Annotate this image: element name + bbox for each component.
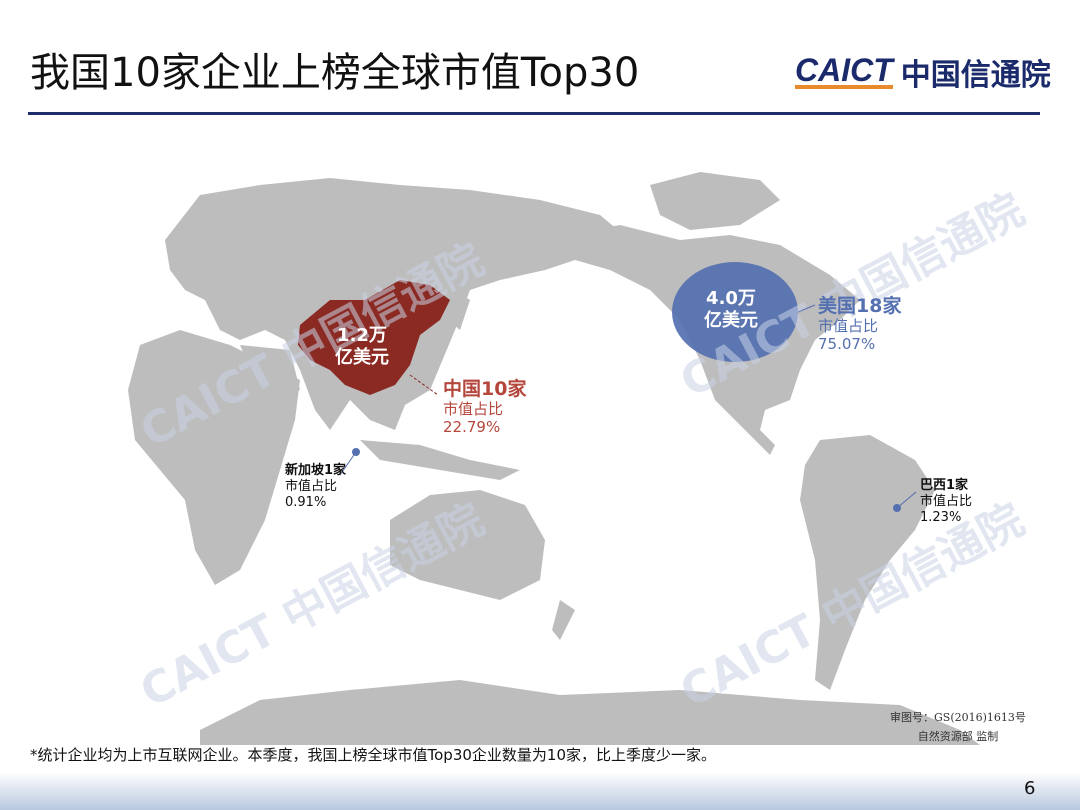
singapore-name: 新加坡1家 (285, 463, 347, 478)
china-region (298, 280, 450, 395)
china-bubble-label: 1.2万 亿美元 (335, 325, 389, 369)
south-america (800, 435, 935, 690)
africa (128, 330, 300, 585)
singapore-label: 新加坡1家 市值占比 0.91% (285, 463, 346, 511)
brazil-share-label: 市值占比 (920, 494, 973, 509)
footnote: *统计企业均为上市互联网企业。本季度，我国上榜全球市值Top30企业数量为10家… (30, 746, 716, 764)
new-zealand (552, 600, 575, 640)
china-unit: 亿美元 (335, 347, 389, 368)
singapore-share-label: 市值占比 (285, 479, 338, 494)
map-approval: 审图号：GS(2016)1613号 自然资源部 监制 (890, 708, 1026, 746)
usa-share-label: 市值占比 (818, 317, 879, 335)
japan (448, 290, 470, 330)
usa-bubble (672, 262, 798, 362)
footer-band (0, 772, 1080, 810)
caict-logo: CAICT 中国信通院 (795, 50, 1051, 94)
usa-name: 美国18家 (818, 295, 902, 317)
usa-value: 4.0万 (706, 288, 756, 309)
china-share: 22.79% (443, 418, 501, 436)
arabia-india (240, 345, 300, 400)
southeast-asia-islands (360, 440, 520, 480)
china-leader (409, 374, 439, 396)
brazil-share: 1.23% (920, 510, 962, 525)
brazil-name: 巴西1家 (920, 478, 969, 493)
singapore-share: 0.91% (285, 495, 327, 510)
antarctica (200, 680, 980, 745)
usa-share: 75.07% (818, 335, 876, 353)
brazil-leader (896, 491, 917, 509)
page-title: 我国10家企业上榜全球市值Top30 (30, 50, 640, 96)
usa-leader (797, 304, 816, 313)
logo-cn: 中国信通院 (900, 58, 1051, 93)
page-number: 6 (1024, 778, 1036, 799)
brazil-label: 巴西1家 市值占比 1.23% (920, 478, 972, 526)
usa-bubble-label: 4.0万 亿美元 (704, 288, 758, 332)
china-share-label: 市值占比 (443, 400, 504, 418)
china-value: 1.2万 (337, 325, 387, 346)
australia (390, 490, 545, 600)
usa-label: 美国18家 市值占比 75.07% (818, 295, 901, 353)
usa-unit: 亿美元 (704, 310, 758, 331)
logo-en: CAICT (795, 52, 893, 89)
china-name: 中国10家 (443, 378, 527, 400)
approval-authority: 自然资源部 监制 (917, 730, 999, 743)
world-map (128, 172, 980, 745)
greenland (650, 172, 780, 230)
title-divider (28, 112, 1040, 115)
approval-number: 审图号：GS(2016)1613号 (890, 711, 1026, 724)
singapore-leader (339, 451, 357, 476)
china-label: 中国10家 市值占比 22.79% (443, 378, 526, 436)
